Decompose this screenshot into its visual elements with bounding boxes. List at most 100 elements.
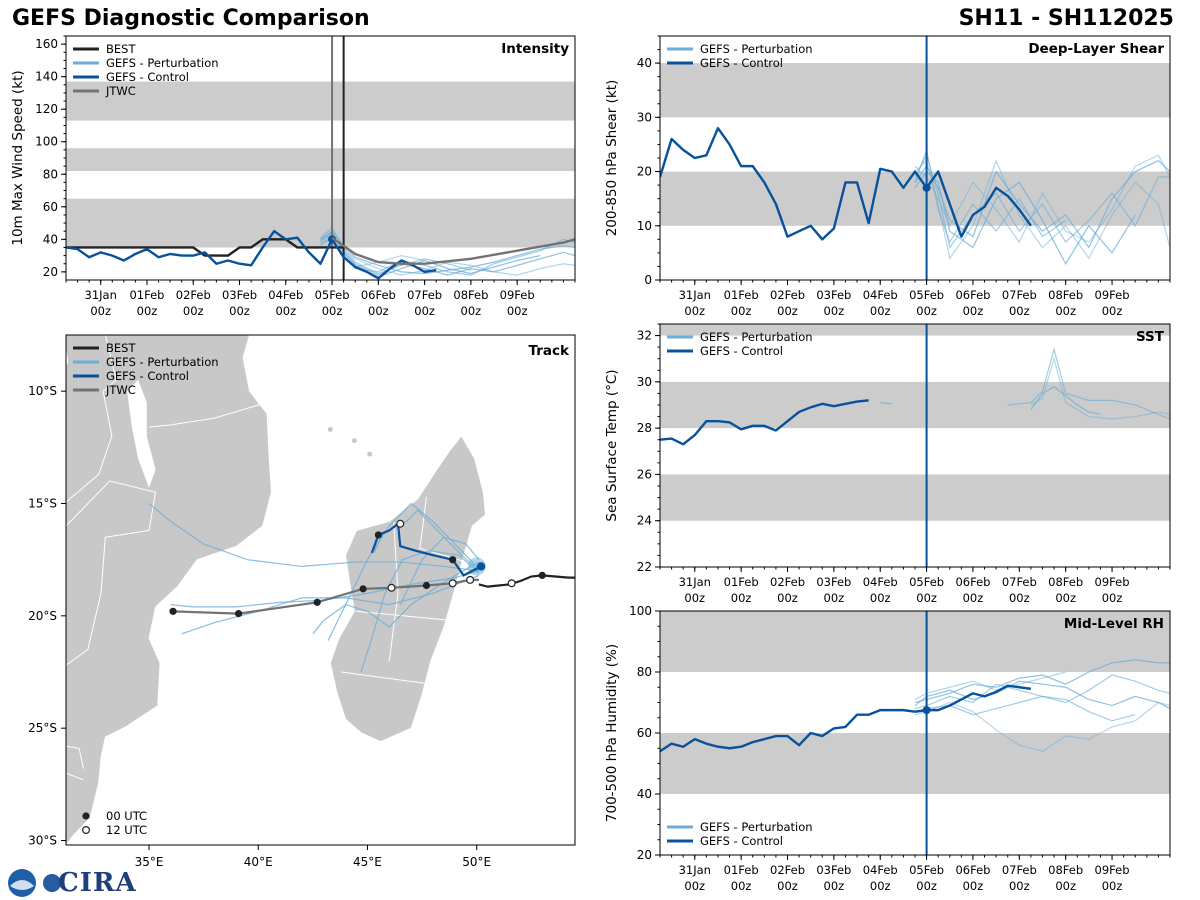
rh-xtick-hour: 00z	[777, 879, 798, 893]
intensity-jtwc-line	[331, 236, 575, 265]
shear-xtick-date: 04Feb	[863, 288, 898, 302]
shear-xtick-date: 31Jan	[679, 288, 711, 302]
sst-xtick-date: 09Feb	[1095, 575, 1130, 589]
rh-ytick-label: 40	[637, 787, 652, 801]
rh-perturbation-line	[914, 680, 1170, 710]
rh-ytick-label: 20	[637, 848, 652, 862]
shear-ytick-label: 0	[644, 273, 652, 287]
sst-ytick-label: 32	[637, 329, 652, 343]
shear-xtick-hour: 00z	[1055, 304, 1076, 318]
country-border	[341, 671, 425, 684]
intensity-xtick-hour: 00z	[322, 304, 343, 318]
rh-ytick-label: 60	[637, 726, 652, 740]
rh-threshold-band	[660, 611, 1170, 672]
sst-ylabel: Sea Surface Temp (°C)	[604, 369, 620, 521]
sst-panel-title: SST	[1136, 329, 1165, 345]
country-border	[66, 335, 117, 503]
intensity-ytick-label: 120	[35, 102, 58, 116]
sst-ytick-label: 24	[637, 514, 652, 528]
africa-landmass	[66, 335, 272, 845]
track-jtwc-00z-marker	[169, 607, 177, 615]
panel-intensity: 20 40 60 80 100 120 140 160 31Jan 00z 01Feb 00z 02Fe…	[10, 35, 576, 318]
shear-legend-label: GEFS - Perturbation	[700, 42, 813, 56]
sst-gefs-control-line	[660, 399, 869, 446]
shear-xtick-hour: 00z	[684, 304, 705, 318]
sst-legend-label: GEFS - Control	[700, 344, 783, 358]
panel-rh: 20 40 60 80 100 31Jan 00z 01Feb 00z 02Feb 00z 03Feb…	[604, 604, 1171, 893]
rh-xtick-hour: 00z	[684, 879, 705, 893]
track-legend-label: JTWC	[105, 383, 136, 397]
shear-perturbation-line	[914, 170, 1136, 265]
track-jtwc-12z-marker	[387, 583, 396, 592]
rh-control-marker	[922, 706, 931, 715]
sst-xtick-hour: 00z	[1102, 591, 1123, 605]
rh-xtick-date: 08Feb	[1048, 863, 1083, 877]
intensity-ytick-label: 80	[43, 167, 58, 181]
rh-xtick-date: 04Feb	[863, 863, 898, 877]
shear-xtick-hour: 00z	[777, 304, 798, 318]
sst-ytick-label: 26	[637, 467, 652, 481]
track-ytick-label: 25°S	[28, 721, 57, 735]
shear-xtick-hour: 00z	[1009, 304, 1030, 318]
track-jtwc-00z-marker	[422, 581, 431, 590]
intensity-xtick-hour: 00z	[275, 304, 296, 318]
sst-xtick-hour: 00z	[963, 591, 984, 605]
rh-gefs-control-line	[660, 684, 1032, 753]
intensity-xtick-date: 08Feb	[453, 288, 488, 302]
country-border	[356, 610, 451, 621]
intensity-threshold-band	[66, 198, 575, 248]
sst-data	[660, 324, 1170, 567]
track-jtwc-00z-marker	[313, 598, 321, 606]
intensity-ytick-label: 100	[35, 135, 58, 149]
rh-panel-title: Mid-Level RH	[1064, 616, 1164, 632]
lake-malawi	[127, 379, 156, 488]
intensity-legend-label: GEFS - Perturbation	[106, 56, 219, 70]
sst-xtick-date: 31Jan	[679, 575, 711, 589]
track-perturbation-line	[312, 561, 480, 635]
sst-xtick-hour: 00z	[684, 591, 705, 605]
sst-legend-label: GEFS - Perturbation	[700, 330, 813, 344]
shear-xtick-hour: 00z	[824, 304, 845, 318]
sst-xtick-hour: 00z	[777, 591, 798, 605]
sst-xtick-date: 08Feb	[1048, 575, 1083, 589]
rh-ytick-label: 80	[637, 665, 652, 679]
track-perturbation-line	[360, 550, 480, 673]
shear-panel-title: Deep-Layer Shear	[1028, 41, 1164, 57]
intensity-threshold-band	[66, 148, 575, 172]
rh-xtick-hour: 00z	[870, 879, 891, 893]
intensity-best-line	[66, 238, 344, 257]
rh-threshold-band	[660, 733, 1170, 794]
rh-xtick-hour: 00z	[916, 879, 937, 893]
track-legend-12z-marker	[81, 825, 90, 834]
track-legend-00z-marker	[82, 812, 90, 820]
track-jtwc-00z-marker	[359, 585, 367, 593]
track-jtwc-12z-marker	[507, 579, 516, 588]
intensity-xtick-date: 01Feb	[129, 288, 164, 302]
track-perturbation-line	[399, 536, 480, 605]
track-xtick-label: 40°E	[244, 855, 273, 869]
shear-gefs-control-line	[660, 126, 1032, 241]
track-xtick-label: 45°E	[353, 855, 382, 869]
intensity-xtick-date: 05Feb	[315, 288, 350, 302]
country-border	[148, 401, 268, 428]
country-border	[388, 521, 399, 661]
panel-track: 35°E 40°E 45°E 50°E 10°S 15°S 20°S 25°S 30°S Trac…	[28, 334, 576, 869]
intensity-xtick-hour: 00z	[461, 304, 482, 318]
shear-xtick-date: 01Feb	[724, 288, 759, 302]
storm-id: SH11 - SH112025	[958, 6, 1174, 31]
sst-perturbation-line	[1030, 356, 1170, 420]
intensity-gefs-control-line	[66, 229, 437, 280]
sst-ytick-label: 30	[637, 375, 652, 389]
sst-threshold-band	[660, 474, 1170, 521]
sst-xtick-date: 03Feb	[816, 575, 851, 589]
rh-xtick-date: 05Feb	[909, 863, 944, 877]
shear-xtick-hour: 00z	[1102, 304, 1123, 318]
track-control-start-marker	[476, 562, 486, 571]
rh-perturbation-line	[914, 701, 1170, 752]
rh-xtick-hour: 00z	[1055, 879, 1076, 893]
shear-xtick-date: 09Feb	[1095, 288, 1130, 302]
sst-xtick-hour: 00z	[1055, 591, 1076, 605]
sst-threshold-band	[660, 324, 1170, 336]
rh-xtick-date: 31Jan	[679, 863, 711, 877]
